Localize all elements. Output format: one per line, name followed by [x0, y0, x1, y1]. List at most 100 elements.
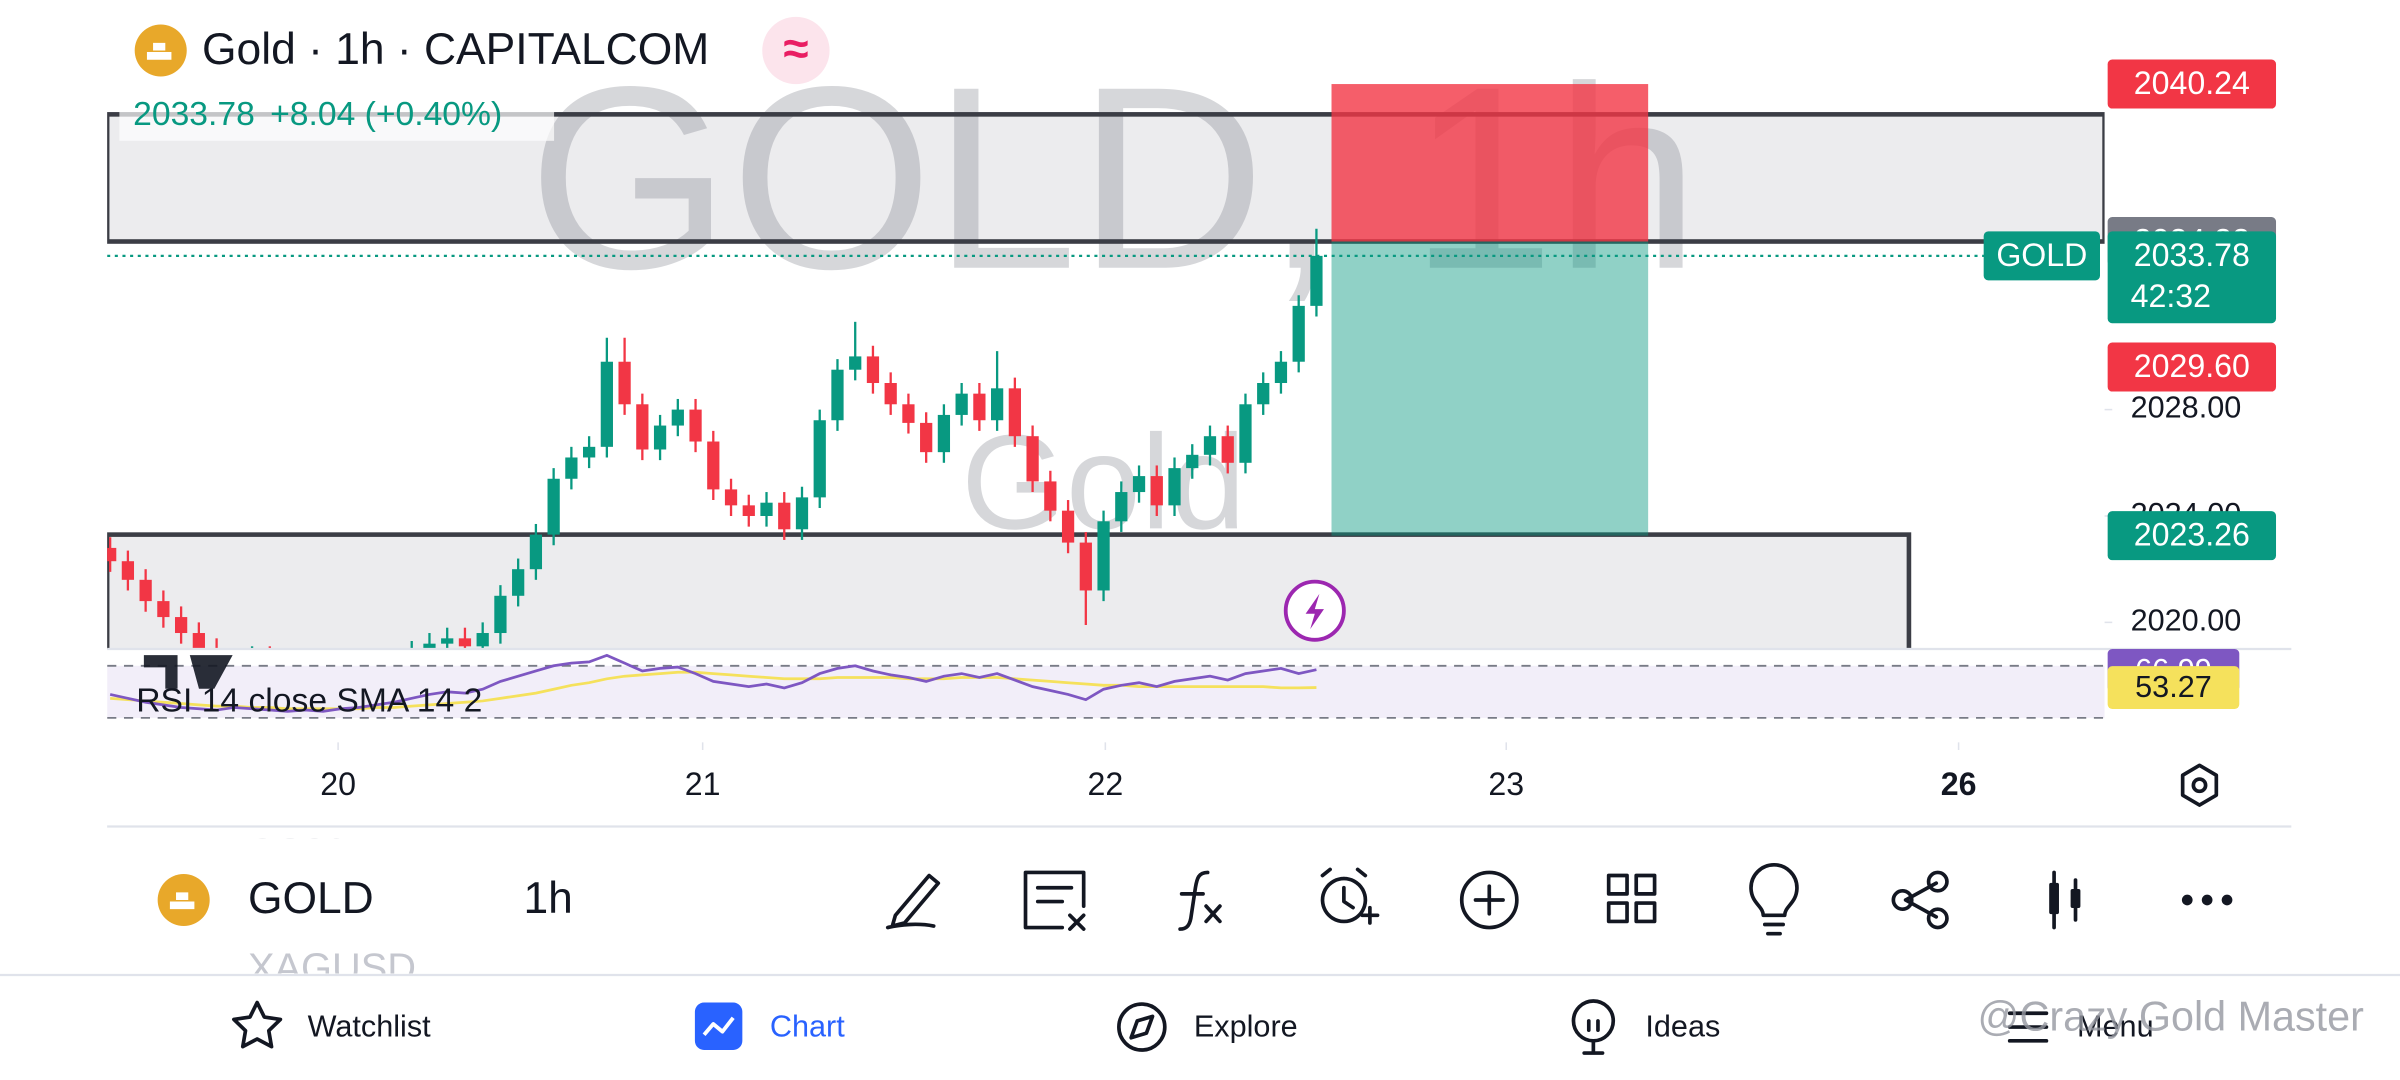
nav-item[interactable]: Menu [2077, 1010, 2154, 1044]
rsi-value-box [2107, 666, 2240, 709]
candle-body [512, 569, 525, 596]
lightning-icon [1305, 593, 1324, 630]
x-tick-label: 21 [685, 766, 721, 802]
chart-type[interactable] [2049, 870, 2081, 930]
price-label-text: 2023.26 [2134, 517, 2250, 553]
price-label [2107, 342, 2277, 392]
candle-body [1310, 255, 1323, 306]
candle-body [902, 404, 915, 423]
nav-item[interactable]: Explore [1194, 1010, 1298, 1044]
candle-body [529, 534, 543, 570]
candle-body [973, 393, 986, 421]
candle-body [1203, 436, 1217, 455]
rsi-line [109, 653, 1317, 713]
compare-icon: ≈ [783, 22, 808, 74]
candle-body [724, 489, 738, 506]
x-tick-label: 20 [320, 766, 356, 802]
candle-body [884, 383, 897, 405]
current-price-box [2107, 231, 2277, 324]
candle-body [494, 595, 507, 634]
candle-body [849, 356, 862, 370]
x-tick-label: 22 [1087, 766, 1123, 802]
settings-icon[interactable] [2180, 763, 2219, 807]
candle-body [1079, 542, 1092, 591]
candle-body [671, 409, 684, 426]
candle-body [760, 502, 773, 516]
rsi-pane [107, 653, 2105, 719]
candle-body [707, 441, 720, 490]
candle-body [689, 409, 702, 442]
nav-item[interactable]: Ideas [1645, 1010, 1720, 1044]
candle-body [1132, 476, 1146, 493]
candle-body [1257, 383, 1270, 405]
candle-body [831, 369, 844, 421]
candle-body [600, 361, 613, 447]
candle-body [441, 638, 454, 644]
candle-body [920, 422, 933, 453]
candle-body [991, 388, 1004, 421]
symbol-picker[interactable]: GOLD [248, 874, 374, 923]
tv-logo [143, 655, 233, 689]
price-change: +8.04 (+0.40%) [270, 96, 502, 133]
chart-header[interactable]: Gold · 1h · CAPITALCOM [202, 25, 709, 74]
share-node [1926, 907, 1949, 930]
candle-body [618, 361, 631, 405]
target-zone [1331, 241, 1649, 536]
settings-dot [2191, 777, 2208, 794]
more-dot [2201, 894, 2213, 906]
stop-zone [1331, 84, 1649, 242]
candle-body [458, 638, 472, 647]
candle-body [813, 420, 826, 498]
candle-body [955, 393, 968, 415]
more-dot [2221, 894, 2233, 906]
alert[interactable] [1320, 867, 1380, 925]
candle-body [423, 643, 436, 649]
compare-button[interactable] [762, 16, 830, 85]
object-tree[interactable] [1023, 870, 1086, 931]
indicators[interactable] [1178, 870, 1222, 931]
credit-watermark: @Crazy Gold Master [1978, 993, 2365, 1039]
nav-item[interactable]: Chart [770, 1010, 845, 1044]
prev-symbol[interactable]: US30 [248, 804, 348, 848]
explore-icon [1117, 1002, 1167, 1052]
candle-body [1186, 454, 1199, 469]
zone [107, 532, 1912, 649]
candle-body [795, 497, 809, 530]
symbol-tag-text: GOLD [1996, 237, 2087, 273]
more[interactable] [2181, 894, 2193, 906]
layouts[interactable] [1606, 873, 1657, 924]
current-price-text: 2033.78 [2134, 237, 2250, 273]
candle-body [1044, 481, 1057, 511]
rsi-value-text: 53.27 [2135, 670, 2212, 704]
rsi-legend: RSI 14 close SMA 14 2 [136, 682, 482, 719]
countdown: 42:32 [2131, 278, 2211, 314]
plot-area: GOLD, 1hGold [107, 33, 2105, 649]
interval-picker[interactable]: 1h [523, 874, 572, 923]
candle-body [1115, 492, 1128, 522]
x-tick-label: 23 [1488, 766, 1524, 802]
gold-bars [169, 892, 195, 910]
candle-body [1061, 510, 1075, 543]
add-button[interactable] [1459, 870, 1519, 930]
candle-body [1274, 361, 1288, 384]
candle-body [139, 579, 152, 602]
candle-body [1292, 305, 1305, 362]
candle-body [1008, 388, 1021, 437]
draw-tool[interactable] [885, 873, 941, 930]
price-label [2107, 59, 2277, 109]
gold-bars [146, 42, 172, 60]
add-plus [1473, 884, 1505, 916]
quote-backdrop [119, 91, 555, 141]
nav-item[interactable]: Watchlist [308, 1010, 432, 1044]
next-symbol[interactable]: XAGUSD [248, 946, 416, 990]
candle-body [1150, 476, 1163, 506]
candle-body [1097, 521, 1110, 591]
ideas-icon-base [1582, 1019, 1605, 1055]
chart-icon-line [702, 1016, 735, 1036]
candle-body [565, 457, 578, 479]
share[interactable] [1891, 888, 1914, 912]
explore-needle [1129, 1014, 1155, 1040]
share-node [1926, 870, 1949, 893]
ideas-tool[interactable] [1749, 863, 1799, 936]
